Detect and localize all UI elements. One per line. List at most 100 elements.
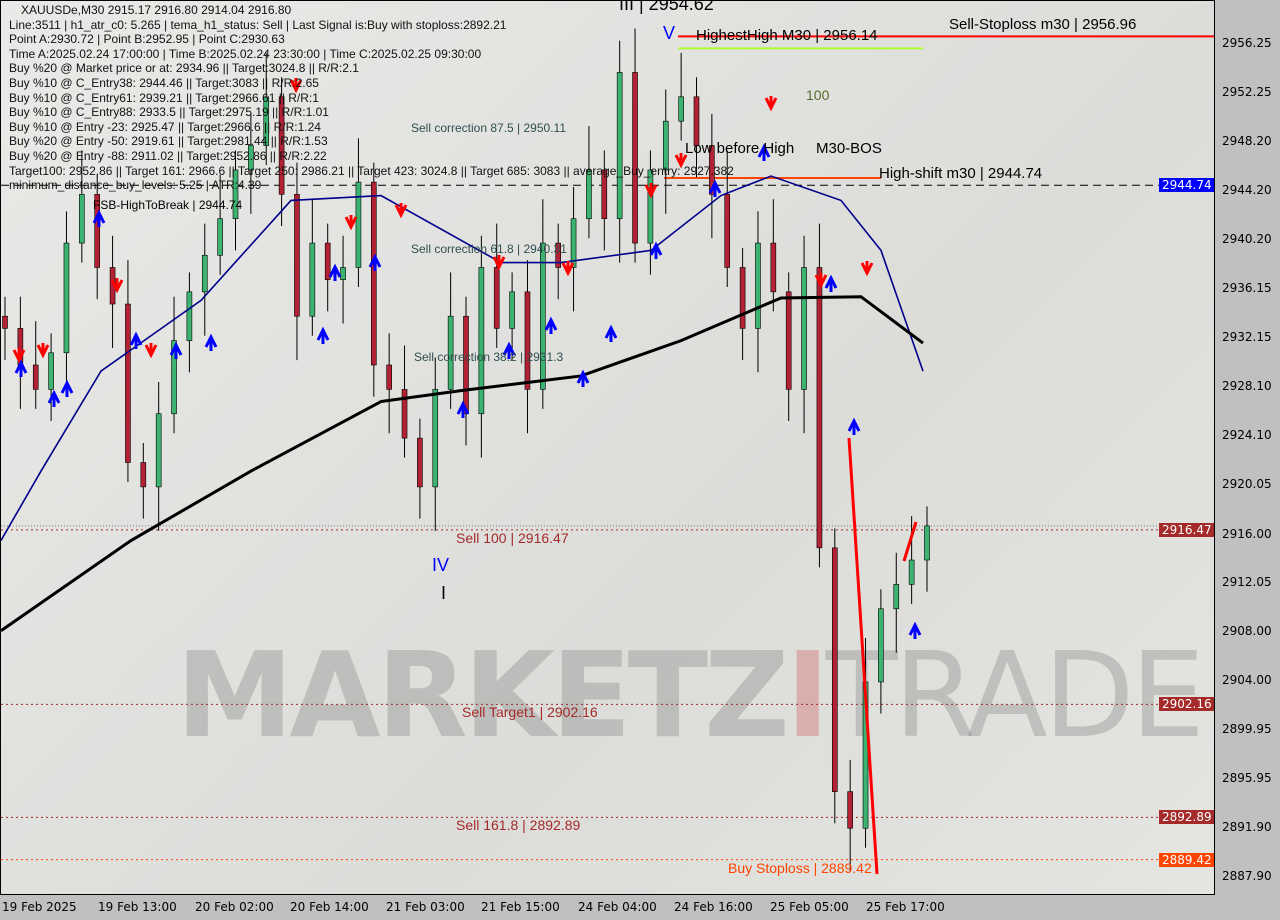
buy-arrow-icon: [47, 389, 61, 407]
price-tag: 2944.74: [1159, 178, 1214, 193]
candle-body: [524, 291, 531, 390]
price-tag: 2902.16: [1159, 697, 1214, 712]
price-tick-label: 2908.00: [1222, 624, 1272, 639]
candle-body: [186, 291, 193, 341]
sell-correction-875-label: Sell correction 87.5 | 2950.11: [411, 121, 566, 135]
price-tick-label: 2924.10: [1222, 427, 1272, 442]
candle-body: [417, 437, 423, 488]
price-tick-label: 2904.00: [1222, 672, 1272, 687]
price-tick-label: 2912.05: [1222, 574, 1272, 589]
candle-body: [601, 169, 608, 220]
info-line: Buy %10 @ C_Entry88: 2933.5 || Target:29…: [9, 105, 329, 120]
price-tick-label: 2956.25: [1222, 36, 1272, 50]
candle-body: [401, 389, 408, 439]
price-tick-label: 2887.90: [1222, 869, 1272, 884]
sell-correction-382-label: Sell correction 38.2 | 2931.3: [414, 350, 564, 364]
tema-line: [1, 175, 924, 541]
candle-body: [709, 145, 715, 195]
candle-body: [555, 242, 562, 268]
price-tick-label: 2936.15: [1222, 281, 1272, 296]
info-line: Target100: 2952.86 || Target 161: 2966.6…: [9, 163, 734, 178]
price-tick-label: 2948.20: [1222, 134, 1272, 149]
sell-arrow-icon: [674, 153, 688, 169]
info-line: Time A:2025.02.24 17:00:00 | Time B:2025…: [9, 46, 482, 61]
candle-body: [447, 315, 454, 390]
buy-arrow-icon: [92, 209, 106, 227]
fib-100-label: 100: [806, 87, 830, 103]
info-line: Buy %10 @ C_Entry38: 2944.46 || Target:3…: [9, 75, 319, 90]
sell-arrow-icon: [860, 261, 874, 277]
buy-arrow-icon: [544, 316, 558, 334]
chart-plot-area[interactable]: MARKETZITRADE XAUUSDe,M30 2915.17 2916.8…: [0, 0, 1215, 895]
price-tag: 2892.89: [1159, 810, 1214, 825]
high-shift-label: High-shift m30 | 2944.74: [879, 165, 1043, 182]
sell-100-label: Sell 100 | 2916.47: [456, 530, 569, 546]
candle-body: [463, 315, 469, 415]
price-tick-label: 2916.00: [1222, 526, 1272, 541]
buy-arrow-icon: [847, 417, 861, 435]
candle-body: [309, 242, 316, 317]
fsb-label: FSB-HighToBreak | 2944.74: [93, 198, 243, 212]
symbol-line: XAUUSDe,M30 2915.17 2916.80 2914.04 2916…: [21, 3, 292, 17]
info-line: Buy %10 @ C_Entry61: 2939.21 || Target:2…: [9, 90, 319, 105]
sell-arrow-icon: [144, 343, 158, 359]
candle-body: [908, 559, 915, 585]
candle-body: [816, 267, 823, 549]
info-line: Buy %20 @ Entry -50: 2919.61 || Target:2…: [9, 134, 328, 149]
sell-arrow-icon: [561, 261, 575, 277]
time-tick-label: 19 Feb 2025: [2, 900, 77, 914]
sell-arrow-icon: [12, 348, 26, 364]
sell-arrow-icon: [110, 278, 124, 294]
watermark-logo: MARKETZITRADE: [176, 626, 1205, 764]
buy-arrow-icon: [576, 369, 590, 387]
ma200-line: [1, 295, 924, 632]
wave-i-label: I: [441, 583, 447, 603]
info-line: Point A:2930.72 | Point B:2952.95 | Poin…: [9, 32, 285, 47]
candle-body: [478, 267, 485, 415]
sell-arrow-icon: [644, 183, 658, 199]
candle-body: [32, 364, 39, 390]
candle-body: [340, 267, 346, 280]
wave-iii-label: III | 2954.62: [619, 0, 714, 14]
candle-body: [248, 145, 254, 171]
candle-body: [831, 547, 838, 792]
sell-arrow-icon: [492, 255, 506, 271]
candle-body: [201, 254, 208, 293]
buy-arrow-icon: [757, 143, 771, 161]
candle-body: [893, 584, 900, 610]
price-tick-label: 2944.20: [1222, 182, 1272, 197]
sell-stoploss-label: Sell-Stoploss m30 | 2956.96: [949, 16, 1137, 33]
highest-high-label: HighestHigh M30 | 2956.14: [696, 27, 878, 44]
buy-arrow-icon: [708, 179, 722, 197]
buy-stoploss-label: Buy Stoploss | 2889.42: [728, 860, 872, 876]
buy-arrow-icon: [649, 241, 663, 259]
buy-arrow-icon: [368, 253, 382, 271]
candle-body: [217, 218, 223, 256]
price-tag: 2889.42: [1159, 852, 1214, 867]
buy-arrow-icon: [502, 341, 516, 359]
buy-arrow-icon: [14, 359, 28, 377]
candle-body: [324, 242, 331, 280]
buy-arrow-icon: [169, 341, 183, 359]
sell-arrow-icon: [394, 203, 408, 219]
candle-body: [647, 169, 654, 244]
price-tag: 2916.47: [1159, 522, 1214, 537]
sell-161-label: Sell 161.8 | 2892.89: [456, 817, 581, 833]
buy-arrow-icon: [824, 274, 838, 292]
price-tick-label: 2899.95: [1222, 722, 1272, 737]
time-tick-label: 24 Feb 04:00: [578, 900, 657, 914]
sell-arrow-icon: [814, 273, 828, 289]
candle-body: [140, 462, 147, 488]
bos-label: M30-BOS: [816, 140, 882, 157]
candle-body: [586, 169, 592, 220]
buy-wave-line: [902, 521, 918, 562]
price-tick-label: 2952.25: [1222, 84, 1272, 99]
price-tick-label: 2895.95: [1222, 771, 1272, 786]
candle-body: [63, 242, 70, 354]
info-line: minimum_distance_buy_levels: 5.25 | ATR:…: [9, 178, 262, 193]
buy-arrow-icon: [604, 324, 618, 342]
buy-arrow-icon: [204, 333, 218, 351]
time-tick-label: 19 Feb 13:00: [98, 900, 177, 914]
time-tick-label: 25 Feb 05:00: [770, 900, 849, 914]
price-tick-label: 2920.05: [1222, 477, 1272, 492]
